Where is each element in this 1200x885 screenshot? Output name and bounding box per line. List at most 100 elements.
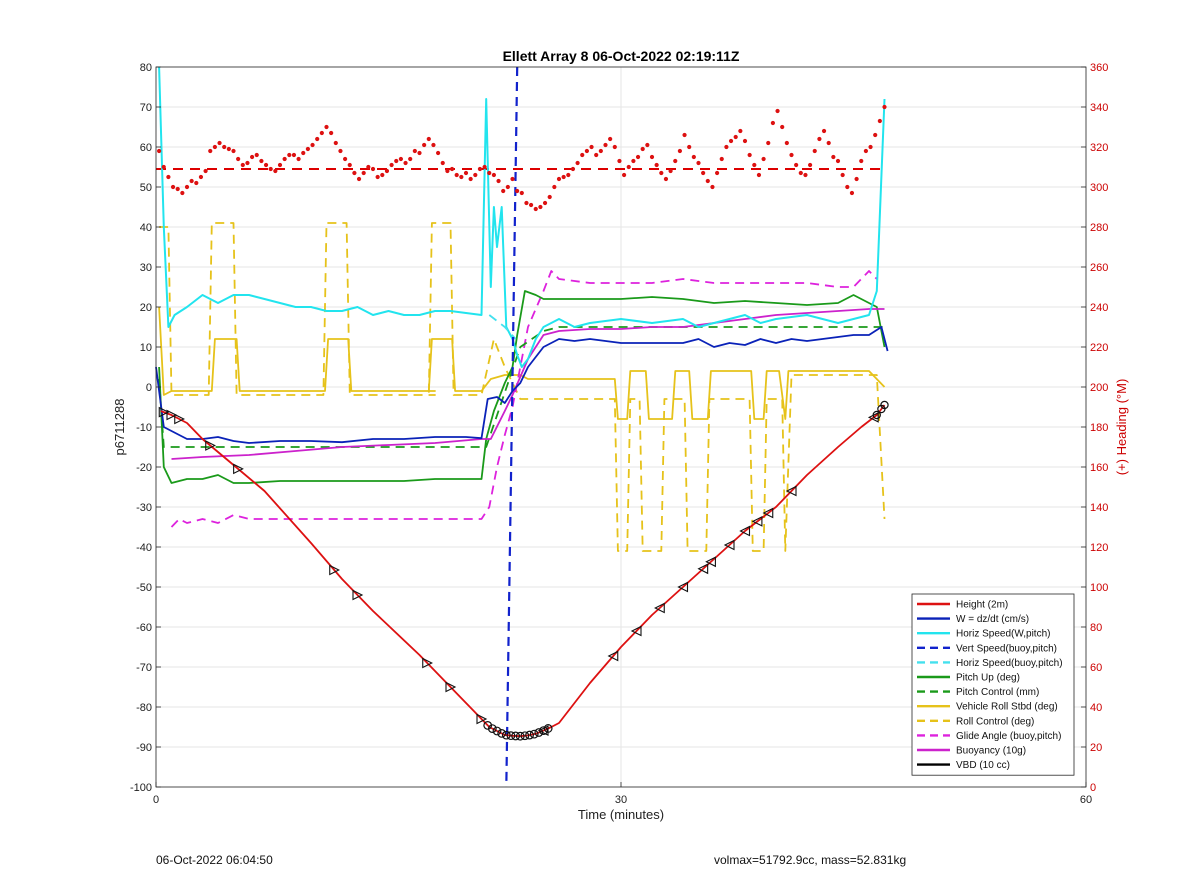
heading-point <box>594 152 599 158</box>
y2-tick-label: 180 <box>1090 422 1108 434</box>
heading-point <box>324 124 329 130</box>
y-tick-label: -40 <box>136 542 152 554</box>
heading-point <box>817 136 822 142</box>
heading-point <box>640 146 645 152</box>
bottom-cluster-marker <box>501 730 511 740</box>
heading-point <box>412 148 417 154</box>
heading-point <box>375 174 380 180</box>
heading-point <box>868 144 873 150</box>
heading-point <box>277 162 283 168</box>
heading-point <box>784 140 789 146</box>
ascent-marker <box>607 650 619 662</box>
heading-point <box>821 128 827 134</box>
y2-tick-label: 260 <box>1090 262 1108 274</box>
heading-point <box>696 160 701 166</box>
heading-point <box>747 152 752 158</box>
heading-point <box>473 172 478 178</box>
heading-point <box>775 108 780 114</box>
heading-point <box>389 162 394 168</box>
heading-point <box>519 190 524 196</box>
y2-tick-label: 300 <box>1090 182 1108 194</box>
heading-point <box>454 172 459 178</box>
descent-marker <box>445 681 457 693</box>
bottom-cluster-marker <box>529 729 539 739</box>
heading-point <box>580 152 585 158</box>
legend-label: Buoyancy (10g) <box>956 746 1026 757</box>
y-tick-label: 40 <box>140 222 152 234</box>
bottom-cluster-marker <box>492 726 502 736</box>
bottom-cluster-marker <box>534 728 544 737</box>
y-tick-label: 60 <box>140 142 152 154</box>
bottom-cluster-marker <box>511 731 520 741</box>
heading-point <box>203 168 208 174</box>
heading-point <box>673 158 678 164</box>
heading-point <box>529 202 534 208</box>
legend-box <box>911 593 1075 776</box>
heading-point <box>649 154 655 160</box>
heading-point <box>617 158 622 164</box>
series-buoyancy-10g <box>171 308 885 460</box>
heading-point <box>710 184 715 190</box>
x-axis-label: Time (minutes) <box>578 807 664 822</box>
y2-tick-label: 20 <box>1090 742 1102 754</box>
heading-point <box>789 152 794 158</box>
heading-point <box>449 166 455 172</box>
heading-point <box>733 134 738 140</box>
heading-point <box>752 162 757 168</box>
heading-point <box>835 158 841 164</box>
descent-marker <box>352 589 364 601</box>
heading-point <box>384 168 390 174</box>
y2-tick-label: 160 <box>1090 462 1108 474</box>
heading-point <box>370 166 376 172</box>
y2-tick-label: 200 <box>1090 382 1108 394</box>
heading-point <box>477 166 483 172</box>
ascent-marker <box>762 507 774 519</box>
heading-point <box>849 190 855 196</box>
heading-point <box>505 184 510 190</box>
heading-point <box>877 118 882 124</box>
ascent-marker <box>654 602 665 614</box>
legend-label: Glide Angle (buoy,pitch) <box>956 731 1061 742</box>
y2-tick-label: 140 <box>1090 502 1108 514</box>
heading-point <box>859 158 864 164</box>
heading-point <box>482 164 487 170</box>
y2-tick-label: 240 <box>1090 302 1108 314</box>
heading-point <box>170 184 176 190</box>
heading-point <box>659 170 664 176</box>
heading-point <box>533 206 538 212</box>
heading-point <box>668 168 673 174</box>
heading-point <box>356 176 362 182</box>
heading-point <box>296 156 301 162</box>
right-axis-ticks: 0 20 40 60 80 100 120 140 160 180 200 220 240 260 280 3… <box>1081 62 1108 794</box>
heading-point <box>631 158 636 164</box>
heading-point <box>566 172 571 178</box>
heading-point <box>515 188 520 194</box>
heading-point <box>738 128 743 134</box>
y-tick-label: -50 <box>136 582 152 594</box>
heading-point <box>854 176 859 182</box>
surface-cluster-marker <box>880 400 889 410</box>
heading-point <box>315 136 320 142</box>
heading-point <box>840 172 845 178</box>
heading-point <box>561 174 566 180</box>
heading-point <box>236 156 241 162</box>
heading-point <box>287 152 292 158</box>
series-w-dz-dt-cm-s <box>155 326 889 444</box>
heading-point <box>547 194 552 200</box>
heading-point <box>343 156 348 162</box>
bottom-cluster-marker <box>520 731 530 741</box>
heading-point <box>575 160 580 166</box>
heading-point <box>436 150 441 156</box>
bottom-cluster-marker <box>539 726 548 735</box>
y2-axis-label: (+) Heading (°M) <box>1114 379 1129 476</box>
series-horiz-speed-w-pitch <box>158 66 886 368</box>
ascent-marker <box>751 516 763 527</box>
y-tick-label: -20 <box>136 462 152 474</box>
heading-point <box>180 190 185 196</box>
legend-label: W = dz/dt (cm/s) <box>956 614 1029 625</box>
heading-point <box>766 140 771 146</box>
heading-point <box>301 150 306 156</box>
heading-point <box>431 142 436 148</box>
heading-point <box>831 154 836 160</box>
